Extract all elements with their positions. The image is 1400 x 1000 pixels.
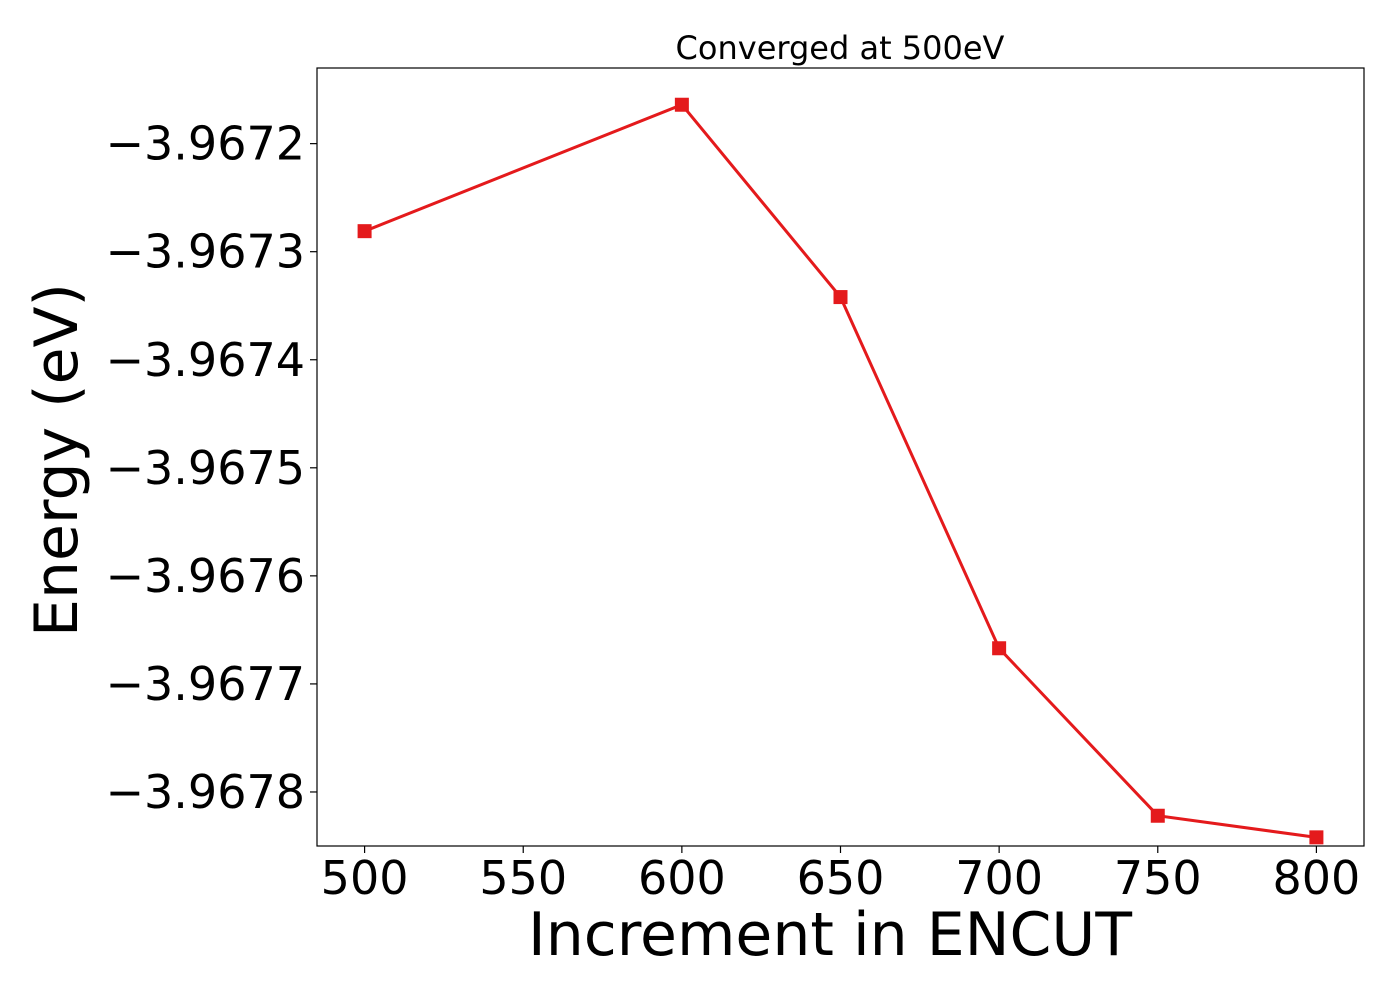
data-point-750 bbox=[1150, 808, 1165, 823]
y-tick-label: −3.9676 bbox=[106, 549, 306, 603]
data-point-800 bbox=[1309, 830, 1324, 845]
y-axis-label: Energy (eV) bbox=[22, 283, 92, 637]
series-layer bbox=[357, 97, 1324, 845]
x-tick-label: 800 bbox=[1273, 851, 1361, 905]
x-tick-label: 750 bbox=[1114, 851, 1202, 905]
series-line bbox=[364, 102, 1317, 839]
y-tick-label: −3.9674 bbox=[106, 333, 306, 387]
data-point-600 bbox=[674, 97, 689, 112]
y-tick-label: −3.9677 bbox=[106, 657, 306, 711]
x-tick-label: 600 bbox=[638, 851, 726, 905]
x-tick-label: 550 bbox=[479, 851, 567, 905]
plot-area bbox=[316, 67, 1365, 847]
y-tick-label: −3.9675 bbox=[106, 441, 306, 495]
data-point-650 bbox=[833, 290, 848, 305]
x-axis-label: Increment in ENCUT bbox=[528, 900, 1132, 970]
y-tick-label: −3.9672 bbox=[106, 117, 306, 171]
y-axis: −3.9672 −3.9673 −3.9674 −3.9675 −3.9676 −3.96… bbox=[106, 117, 317, 819]
data-point-500 bbox=[357, 224, 372, 239]
chart-title: Converged at 500eV bbox=[676, 29, 1005, 67]
x-tick-label: 500 bbox=[321, 851, 409, 905]
x-tick-label: 650 bbox=[797, 851, 885, 905]
y-tick-label: −3.9678 bbox=[106, 765, 306, 819]
x-tick-label: 700 bbox=[955, 851, 1043, 905]
x-axis: 500 550 600 650 700 750 800 bbox=[321, 846, 1361, 905]
data-point-700 bbox=[992, 641, 1007, 656]
y-tick-label: −3.9673 bbox=[106, 225, 306, 279]
